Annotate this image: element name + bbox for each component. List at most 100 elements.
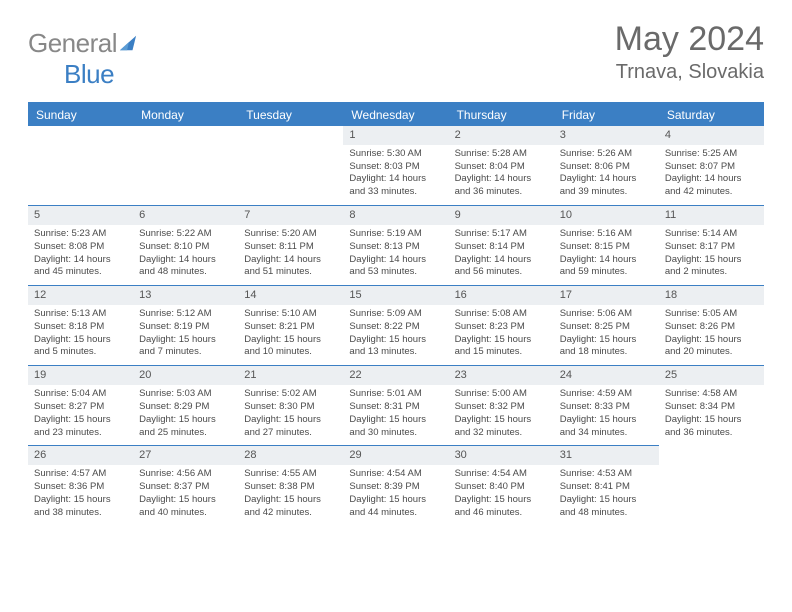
calendar-day-cell: 4Sunrise: 5:25 AMSunset: 8:07 PMDaylight…	[659, 126, 764, 205]
calendar-day-cell: 31Sunrise: 4:53 AMSunset: 8:41 PMDayligh…	[554, 445, 659, 525]
day-number: 25	[659, 365, 764, 385]
calendar-day-cell: 2Sunrise: 5:28 AMSunset: 8:04 PMDaylight…	[449, 126, 554, 205]
calendar-day-cell: 20Sunrise: 5:03 AMSunset: 8:29 PMDayligh…	[133, 365, 238, 445]
day-number: 13	[133, 285, 238, 305]
calendar-body: ...1Sunrise: 5:30 AMSunset: 8:03 PMDayli…	[28, 126, 764, 525]
day-number: 7	[238, 205, 343, 225]
calendar-day-cell: 26Sunrise: 4:57 AMSunset: 8:36 PMDayligh…	[28, 445, 133, 525]
day-number: 6	[133, 205, 238, 225]
day-sun-info: Sunrise: 5:03 AMSunset: 8:29 PMDaylight:…	[133, 385, 238, 445]
weekday-header-cell: Friday	[554, 104, 659, 126]
weekday-header-cell: Monday	[133, 104, 238, 126]
day-number: 9	[449, 205, 554, 225]
day-sun-info: Sunrise: 5:08 AMSunset: 8:23 PMDaylight:…	[449, 305, 554, 365]
calendar-day-cell: 27Sunrise: 4:56 AMSunset: 8:37 PMDayligh…	[133, 445, 238, 525]
calendar-day-cell: 28Sunrise: 4:55 AMSunset: 8:38 PMDayligh…	[238, 445, 343, 525]
calendar-day-cell: 10Sunrise: 5:16 AMSunset: 8:15 PMDayligh…	[554, 205, 659, 285]
calendar-week: 5Sunrise: 5:23 AMSunset: 8:08 PMDaylight…	[28, 205, 764, 285]
day-number: 21	[238, 365, 343, 385]
day-sun-info: Sunrise: 4:59 AMSunset: 8:33 PMDaylight:…	[554, 385, 659, 445]
calendar-empty-cell: .	[28, 126, 133, 205]
calendar-day-cell: 5Sunrise: 5:23 AMSunset: 8:08 PMDaylight…	[28, 205, 133, 285]
calendar-day-cell: 19Sunrise: 5:04 AMSunset: 8:27 PMDayligh…	[28, 365, 133, 445]
weekday-header-cell: Saturday	[659, 104, 764, 126]
calendar-day-cell: 23Sunrise: 5:00 AMSunset: 8:32 PMDayligh…	[449, 365, 554, 445]
calendar-day-cell: 30Sunrise: 4:54 AMSunset: 8:40 PMDayligh…	[449, 445, 554, 525]
calendar-day-cell: 18Sunrise: 5:05 AMSunset: 8:26 PMDayligh…	[659, 285, 764, 365]
day-sun-info: Sunrise: 5:22 AMSunset: 8:10 PMDaylight:…	[133, 225, 238, 285]
day-number: 12	[28, 285, 133, 305]
day-number: 20	[133, 365, 238, 385]
calendar-day-cell: 8Sunrise: 5:19 AMSunset: 8:13 PMDaylight…	[343, 205, 448, 285]
day-sun-info: Sunrise: 5:06 AMSunset: 8:25 PMDaylight:…	[554, 305, 659, 365]
weekday-header-row: SundayMondayTuesdayWednesdayThursdayFrid…	[28, 104, 764, 126]
day-sun-info: Sunrise: 5:20 AMSunset: 8:11 PMDaylight:…	[238, 225, 343, 285]
day-number: 3	[554, 126, 659, 145]
day-number: 28	[238, 445, 343, 465]
calendar-day-cell: 16Sunrise: 5:08 AMSunset: 8:23 PMDayligh…	[449, 285, 554, 365]
weekday-header-cell: Sunday	[28, 104, 133, 126]
calendar-day-cell: 12Sunrise: 5:13 AMSunset: 8:18 PMDayligh…	[28, 285, 133, 365]
calendar-day-cell: 17Sunrise: 5:06 AMSunset: 8:25 PMDayligh…	[554, 285, 659, 365]
day-sun-info: Sunrise: 5:25 AMSunset: 8:07 PMDaylight:…	[659, 145, 764, 205]
calendar-day-cell: 24Sunrise: 4:59 AMSunset: 8:33 PMDayligh…	[554, 365, 659, 445]
day-number: 16	[449, 285, 554, 305]
weekday-header-cell: Tuesday	[238, 104, 343, 126]
day-number: 18	[659, 285, 764, 305]
day-sun-info: Sunrise: 4:58 AMSunset: 8:34 PMDaylight:…	[659, 385, 764, 445]
weekday-header-cell: Thursday	[449, 104, 554, 126]
day-sun-info: Sunrise: 5:14 AMSunset: 8:17 PMDaylight:…	[659, 225, 764, 285]
day-sun-info: Sunrise: 4:54 AMSunset: 8:40 PMDaylight:…	[449, 465, 554, 525]
day-sun-info: Sunrise: 5:00 AMSunset: 8:32 PMDaylight:…	[449, 385, 554, 445]
day-number: 11	[659, 205, 764, 225]
day-number: 27	[133, 445, 238, 465]
day-sun-info: Sunrise: 5:26 AMSunset: 8:06 PMDaylight:…	[554, 145, 659, 205]
day-number: 30	[449, 445, 554, 465]
calendar-day-cell: 21Sunrise: 5:02 AMSunset: 8:30 PMDayligh…	[238, 365, 343, 445]
month-title: May 2024	[615, 20, 764, 59]
brand-text-combined: GeneralBlue	[28, 28, 138, 89]
calendar-day-cell: 6Sunrise: 5:22 AMSunset: 8:10 PMDaylight…	[133, 205, 238, 285]
day-number: 22	[343, 365, 448, 385]
calendar-day-cell: 11Sunrise: 5:14 AMSunset: 8:17 PMDayligh…	[659, 205, 764, 285]
day-number: 14	[238, 285, 343, 305]
location-label: Trnava, Slovakia	[615, 61, 764, 84]
calendar-empty-cell: .	[133, 126, 238, 205]
day-number: 8	[343, 205, 448, 225]
day-number: 19	[28, 365, 133, 385]
calendar-day-cell: 25Sunrise: 4:58 AMSunset: 8:34 PMDayligh…	[659, 365, 764, 445]
calendar-day-cell: 15Sunrise: 5:09 AMSunset: 8:22 PMDayligh…	[343, 285, 448, 365]
day-sun-info: Sunrise: 4:53 AMSunset: 8:41 PMDaylight:…	[554, 465, 659, 525]
day-number: 26	[28, 445, 133, 465]
day-sun-info: Sunrise: 5:09 AMSunset: 8:22 PMDaylight:…	[343, 305, 448, 365]
day-sun-info: Sunrise: 5:04 AMSunset: 8:27 PMDaylight:…	[28, 385, 133, 445]
day-sun-info: Sunrise: 5:01 AMSunset: 8:31 PMDaylight:…	[343, 385, 448, 445]
day-sun-info: Sunrise: 5:19 AMSunset: 8:13 PMDaylight:…	[343, 225, 448, 285]
calendar-day-cell: 7Sunrise: 5:20 AMSunset: 8:11 PMDaylight…	[238, 205, 343, 285]
day-number: 4	[659, 126, 764, 145]
day-number: 31	[554, 445, 659, 465]
day-number: 23	[449, 365, 554, 385]
header: General May 2024 Trnava, Slovakia	[28, 20, 764, 84]
calendar-week: 19Sunrise: 5:04 AMSunset: 8:27 PMDayligh…	[28, 365, 764, 445]
day-sun-info: Sunrise: 5:23 AMSunset: 8:08 PMDaylight:…	[28, 225, 133, 285]
calendar-week: 26Sunrise: 4:57 AMSunset: 8:36 PMDayligh…	[28, 445, 764, 525]
day-sun-info: Sunrise: 5:30 AMSunset: 8:03 PMDaylight:…	[343, 145, 448, 205]
calendar-week: ...1Sunrise: 5:30 AMSunset: 8:03 PMDayli…	[28, 126, 764, 205]
day-sun-info: Sunrise: 5:16 AMSunset: 8:15 PMDaylight:…	[554, 225, 659, 285]
day-number: 5	[28, 205, 133, 225]
calendar-day-cell: 14Sunrise: 5:10 AMSunset: 8:21 PMDayligh…	[238, 285, 343, 365]
day-number: 2	[449, 126, 554, 145]
day-number: 10	[554, 205, 659, 225]
day-sun-info: Sunrise: 5:10 AMSunset: 8:21 PMDaylight:…	[238, 305, 343, 365]
calendar-day-cell: 3Sunrise: 5:26 AMSunset: 8:06 PMDaylight…	[554, 126, 659, 205]
day-sun-info: Sunrise: 5:02 AMSunset: 8:30 PMDaylight:…	[238, 385, 343, 445]
day-sun-info: Sunrise: 4:57 AMSunset: 8:36 PMDaylight:…	[28, 465, 133, 525]
day-sun-info: Sunrise: 4:56 AMSunset: 8:37 PMDaylight:…	[133, 465, 238, 525]
day-number: 1	[343, 126, 448, 145]
day-number: 24	[554, 365, 659, 385]
day-sun-info: Sunrise: 5:17 AMSunset: 8:14 PMDaylight:…	[449, 225, 554, 285]
brand-sail-icon-inline	[118, 28, 138, 59]
day-sun-info: Sunrise: 5:12 AMSunset: 8:19 PMDaylight:…	[133, 305, 238, 365]
calendar-day-cell: 1Sunrise: 5:30 AMSunset: 8:03 PMDaylight…	[343, 126, 448, 205]
